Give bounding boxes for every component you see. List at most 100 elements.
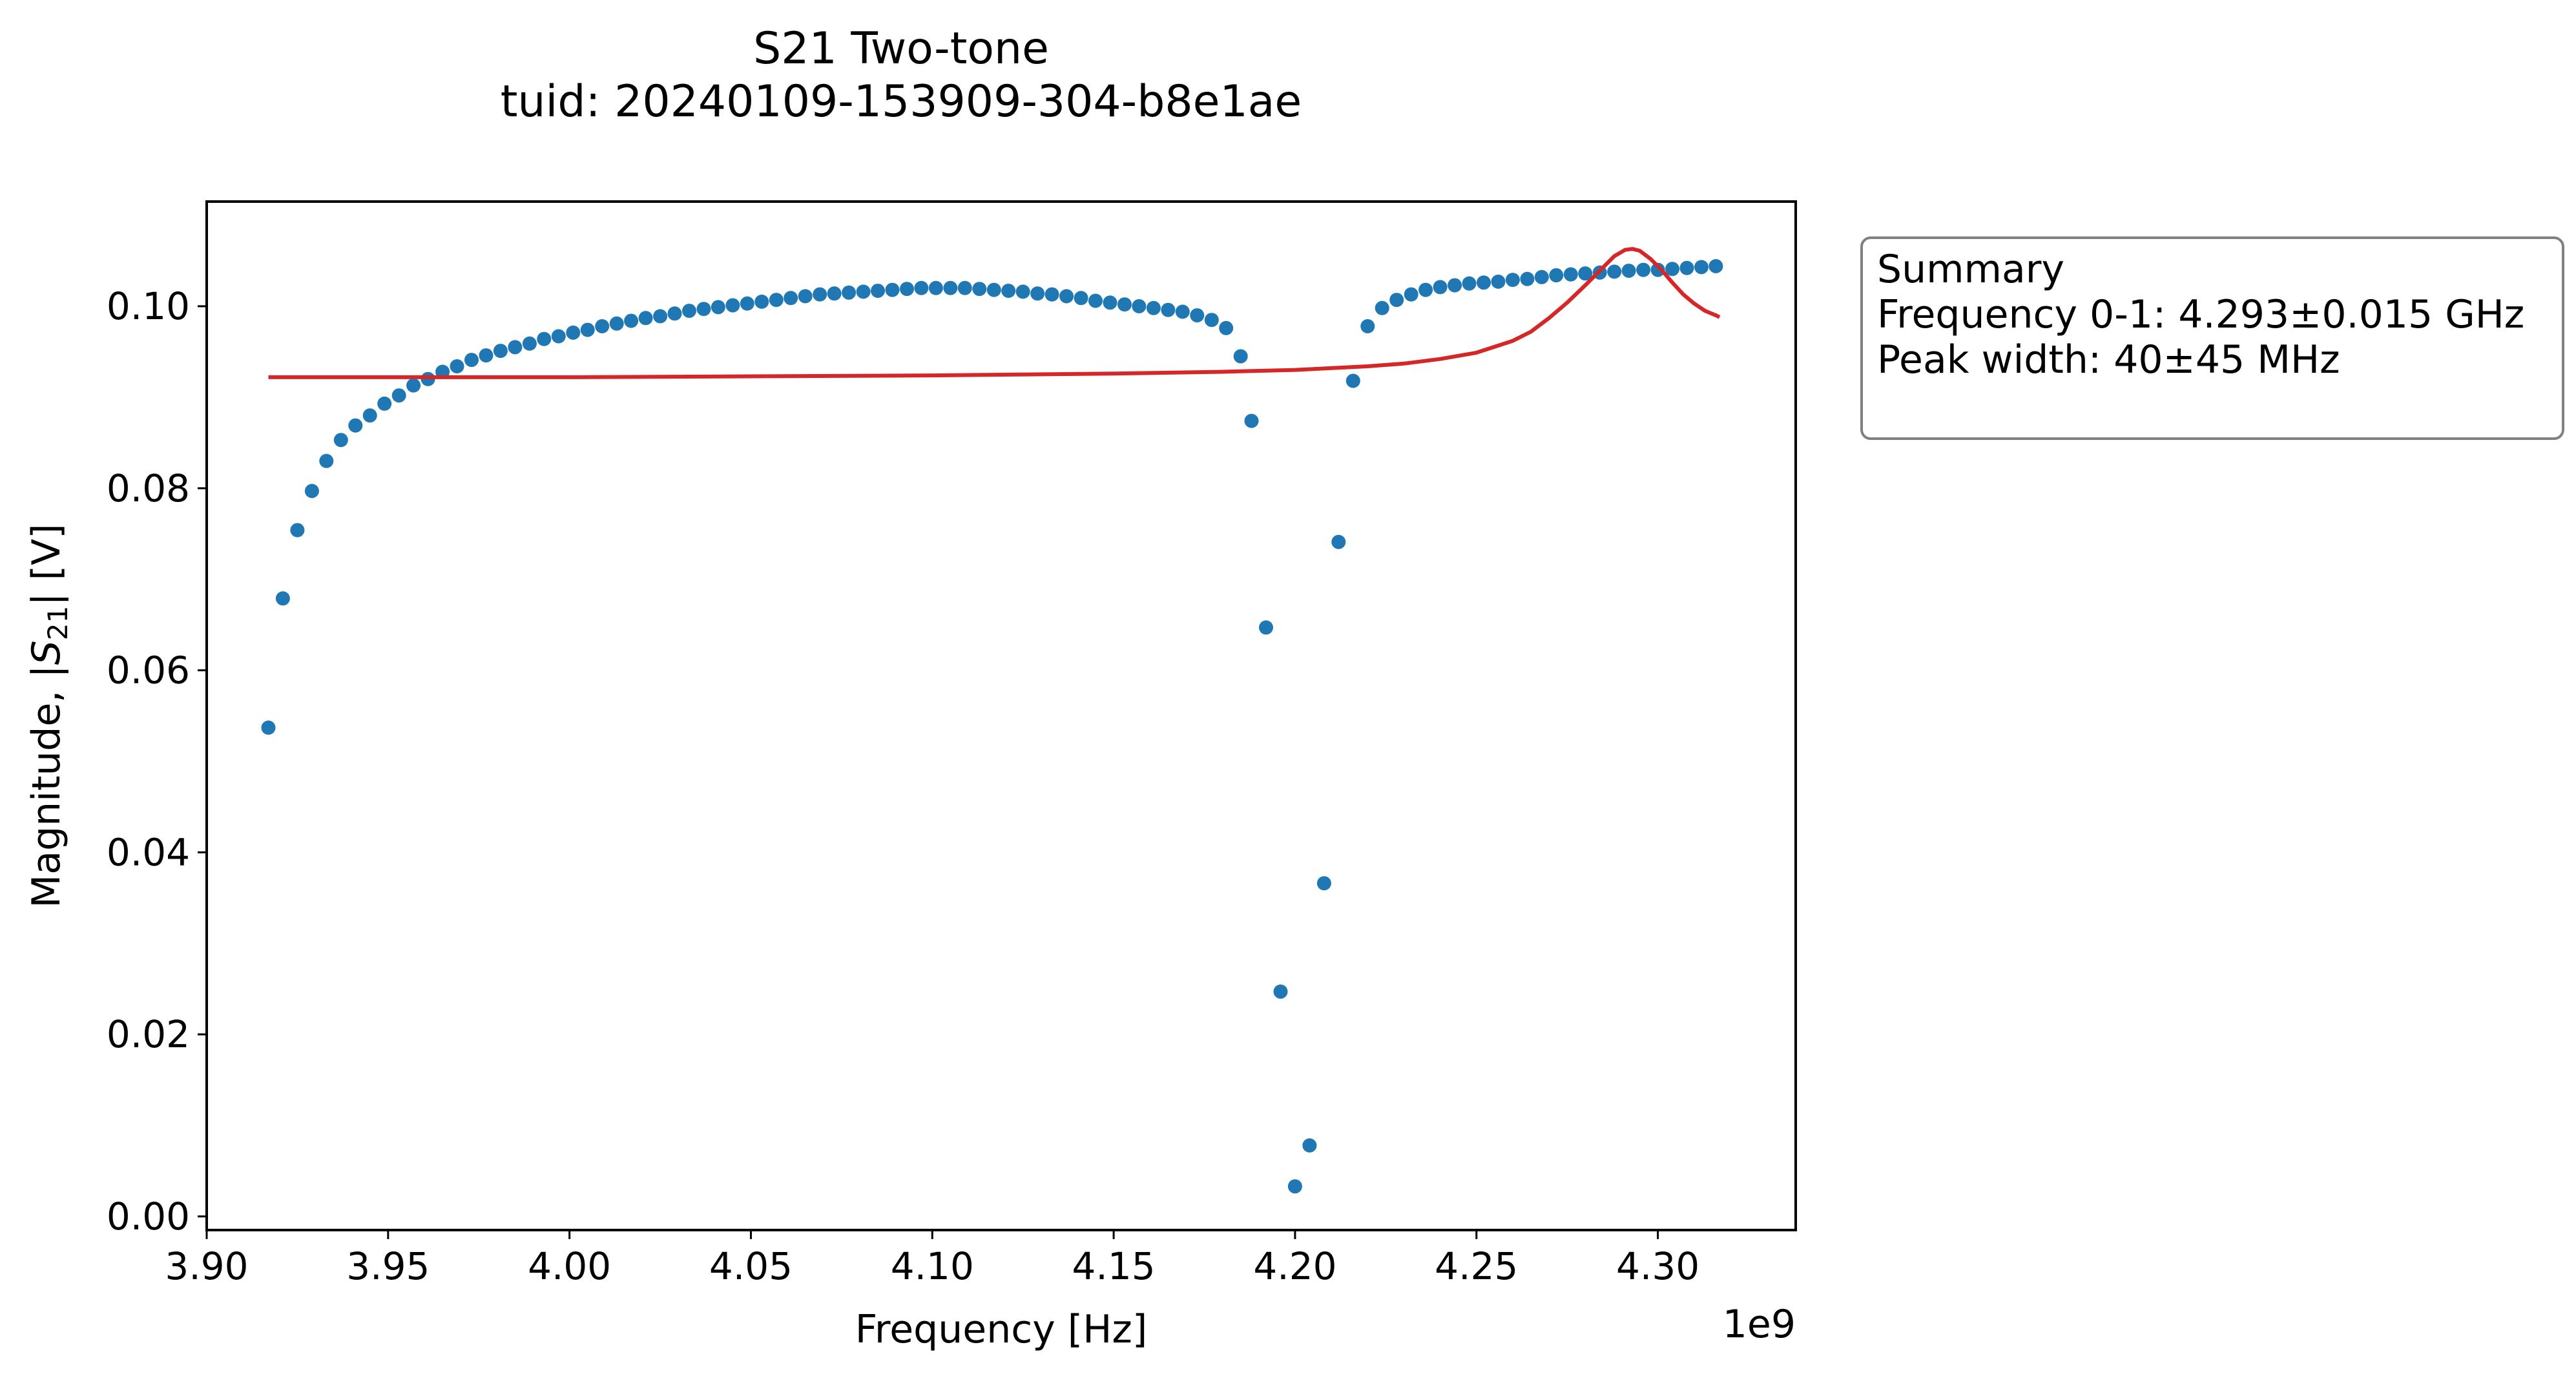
data-point — [362, 408, 377, 423]
data-point — [1103, 295, 1117, 310]
data-point — [479, 348, 493, 363]
data-point — [1331, 534, 1346, 549]
y-tick-label: 0.02 — [107, 1012, 190, 1056]
data-point — [1059, 289, 1074, 304]
data-point — [1694, 260, 1709, 275]
data-point — [566, 325, 581, 340]
data-point — [595, 319, 610, 333]
chart-subtitle: tuid: 20240109-153909-304-b8e1ae — [500, 76, 1302, 127]
data-point — [986, 282, 1001, 297]
data-point — [1462, 276, 1477, 291]
chart-title: S21 Two-tone — [753, 23, 1049, 74]
y-axis-label-suffix: | [V] — [24, 524, 69, 606]
x-tick-label: 3.95 — [346, 1244, 430, 1288]
data-point — [1273, 984, 1288, 999]
data-point — [537, 331, 552, 346]
x-tick-label: 4.30 — [1616, 1244, 1699, 1288]
data-point — [1404, 287, 1418, 302]
data-point — [900, 282, 914, 297]
x-tick-label: 4.00 — [528, 1244, 611, 1288]
data-point — [1448, 278, 1462, 293]
data-point — [1534, 269, 1549, 284]
data-point — [580, 322, 595, 337]
data-point — [813, 287, 827, 302]
y-tick-label: 0.00 — [107, 1195, 190, 1238]
data-point — [1375, 300, 1389, 315]
data-point — [1418, 282, 1433, 297]
data-point — [1607, 264, 1622, 279]
x-tick-label: 4.05 — [709, 1244, 793, 1288]
y-axis-label-prefix: Magnitude, | — [24, 665, 69, 908]
data-point — [333, 433, 348, 448]
data-point — [1389, 293, 1404, 308]
x-tick-label: 4.10 — [891, 1244, 974, 1288]
data-point — [391, 388, 406, 403]
data-point — [1505, 273, 1520, 287]
data-point — [1015, 284, 1030, 299]
data-point — [508, 340, 523, 355]
data-point — [1433, 280, 1448, 295]
summary-box — [1860, 236, 2564, 440]
data-point — [1477, 275, 1491, 290]
data-point — [914, 280, 929, 295]
data-point — [1190, 308, 1205, 323]
data-point — [1146, 300, 1161, 315]
data-point — [1088, 293, 1103, 308]
data-point — [856, 284, 871, 299]
y-axis-label-symbol: S — [24, 640, 69, 665]
data-point — [1219, 320, 1234, 335]
data-point — [493, 344, 508, 359]
data-point — [464, 353, 479, 368]
data-point — [551, 329, 566, 344]
data-point — [1204, 313, 1219, 328]
data-point — [348, 418, 363, 433]
data-point — [1636, 262, 1651, 277]
data-point — [1030, 286, 1045, 301]
data-point — [1709, 259, 1723, 273]
data-point — [1360, 319, 1375, 333]
data-point — [319, 454, 334, 468]
data-point — [682, 304, 696, 318]
data-point — [1302, 1138, 1317, 1153]
data-point — [1650, 262, 1665, 277]
data-point — [943, 280, 958, 295]
x-axis-label: Frequency [Hz] — [855, 1307, 1147, 1352]
data-point — [1621, 264, 1636, 278]
data-point — [667, 306, 682, 321]
data-point — [784, 291, 798, 306]
summary-heading: Summary — [1877, 247, 2064, 292]
data-point — [972, 282, 987, 297]
chart-axes: 3.90 3.95 4.00 4.05 4.10 4.15 4.20 4.25 4.30 0.00… — [107, 284, 1699, 1288]
data-point — [1233, 349, 1248, 364]
data-point — [1345, 373, 1360, 388]
data-point — [1074, 291, 1088, 306]
data-point — [754, 295, 769, 309]
x-tick-label: 3.90 — [165, 1244, 248, 1288]
fit-line — [268, 247, 1721, 379]
data-point — [1491, 275, 1506, 289]
data-point — [740, 296, 754, 311]
data-point — [377, 396, 392, 411]
data-point — [1665, 262, 1679, 277]
data-point — [653, 309, 668, 324]
data-point — [1001, 284, 1016, 298]
y-tick-label: 0.08 — [107, 466, 190, 510]
data-point — [1287, 1179, 1302, 1194]
data-point — [1578, 266, 1593, 281]
chart-marks — [261, 247, 1723, 1194]
data-point — [1549, 268, 1564, 283]
plot-area-frame — [205, 200, 1797, 1231]
data-point — [522, 336, 537, 351]
x-axis-offset-label: 1e9 — [1723, 1302, 1796, 1347]
summary-peak-width: Peak width: 40±45 MHz — [1877, 337, 2340, 382]
data-point — [1259, 620, 1273, 635]
data-point — [1244, 413, 1259, 428]
data-point — [261, 720, 276, 735]
summary-frequency: Frequency 0-1: 4.293±0.015 GHz — [1877, 292, 2525, 337]
data-point — [1044, 287, 1059, 302]
data-point — [842, 285, 857, 300]
data-point — [1161, 302, 1176, 317]
data-point — [696, 302, 711, 317]
data-point — [275, 591, 290, 606]
